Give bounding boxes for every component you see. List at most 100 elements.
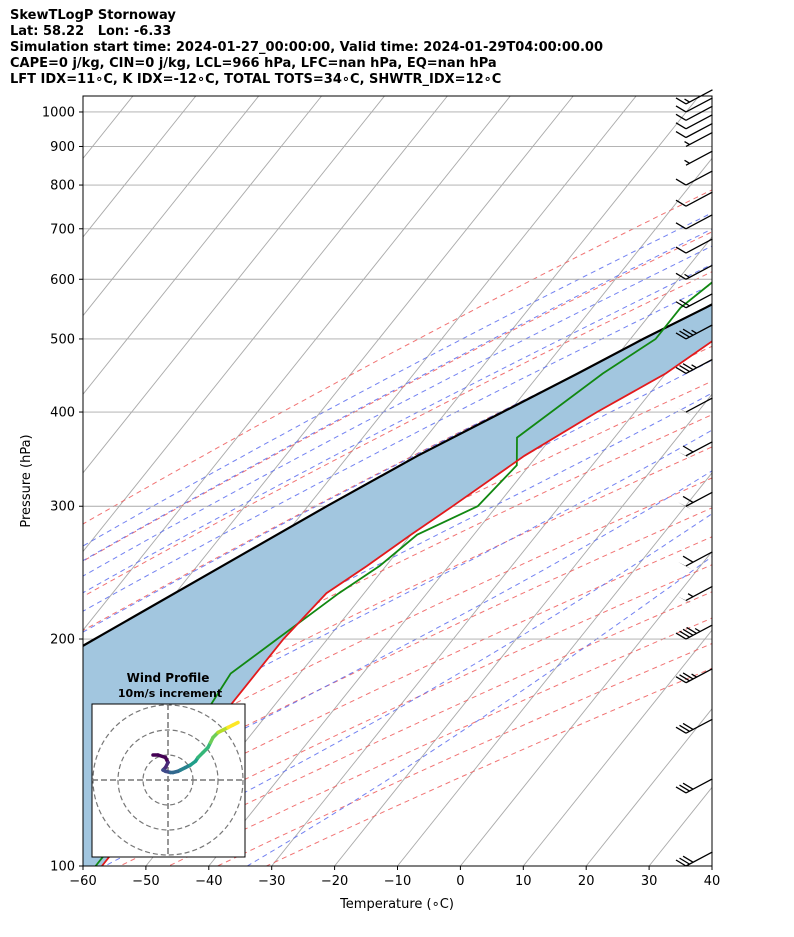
moist-adiabat-line — [83, 228, 712, 562]
temperature-profile-line — [101, 340, 712, 866]
wind-barb-full — [675, 366, 687, 375]
x-tick-label: −50 — [132, 874, 159, 889]
wind-barb-full — [682, 722, 694, 731]
wind-barb — [675, 264, 713, 280]
wind-barb-staff — [685, 238, 713, 254]
wind-barb-staff — [685, 150, 713, 166]
location-line: Lat: 58.22 Lon: -6.33 — [10, 24, 172, 39]
wind-barb-staff — [685, 358, 713, 375]
isotherm-line — [208, 236, 712, 866]
wind-barb-full — [675, 178, 687, 186]
wind-barb-staff — [685, 97, 713, 113]
moist-adiabat-line — [83, 429, 712, 761]
wind-barb-half — [684, 141, 690, 146]
wind-barb-full — [679, 299, 690, 307]
wind-barb — [675, 358, 713, 375]
x-tick-label: 0 — [456, 874, 464, 889]
wind-barb-half — [684, 159, 690, 164]
wind-barb-full — [679, 674, 690, 682]
x-tick-label: −30 — [258, 874, 285, 889]
wind-barb-full — [679, 724, 690, 732]
wind-barb — [675, 624, 713, 640]
wind-barb-half — [694, 627, 701, 633]
wind-barb — [678, 585, 713, 604]
x-tick-label: 40 — [704, 874, 721, 889]
index-line: LFT IDX=11∘C, K IDX=-12∘C, TOTAL TOTS=34… — [10, 72, 502, 87]
wind-barb-staff — [685, 105, 713, 121]
wind-barb-half — [684, 98, 690, 103]
wind-barb — [675, 851, 713, 867]
y-axis-label: Pressure (hPa) — [19, 434, 34, 527]
x-tick-label: 30 — [641, 874, 658, 889]
moist-adiabat-line — [83, 392, 712, 720]
y-tick-label: 500 — [50, 332, 75, 347]
wind-barb-pennant — [678, 596, 691, 604]
wind-barb-half — [691, 329, 697, 334]
wind-barb-staff — [685, 214, 713, 230]
wind-barb-full — [679, 330, 690, 338]
isotherm-line — [0, 96, 70, 866]
wind-barb-full — [675, 676, 687, 684]
isotherm-line — [83, 96, 511, 631]
wind-barb-staff — [685, 551, 713, 567]
y-tick-label: 200 — [50, 633, 75, 648]
parcel-profile-line — [83, 303, 712, 648]
isotherm-line — [460, 550, 712, 866]
wind-barb-staff — [685, 293, 713, 309]
wind-barb — [678, 397, 713, 416]
wind-barb-staff — [685, 89, 713, 105]
moist-adiabat-line — [104, 513, 712, 866]
wind-barb-full — [682, 555, 694, 563]
wind-barb — [675, 324, 713, 340]
y-tick-label: 700 — [50, 222, 75, 237]
chart-title: SkewTLogP Stornoway — [10, 8, 176, 23]
isotherm-line — [271, 314, 712, 866]
isotherm-line — [648, 786, 712, 866]
y-tick-label: 1000 — [42, 105, 75, 120]
wind-barb-full — [675, 859, 687, 867]
wind-barb-full — [675, 272, 687, 280]
wind-barb-full — [675, 105, 687, 113]
moist-adiabat-line — [83, 212, 712, 547]
wind-barb — [675, 122, 713, 139]
wind-barb-staff — [685, 131, 713, 148]
wind-barb-staff — [685, 441, 713, 457]
y-tick-label: 600 — [50, 273, 75, 288]
wind-barb-full — [675, 199, 687, 207]
isotherm-line — [522, 629, 712, 866]
x-tick-label: −40 — [195, 874, 222, 889]
wind-barb-staff — [685, 264, 713, 280]
chart-header: SkewTLogP Stornoway Lat: 58.22 Lon: -6.3… — [10, 8, 603, 88]
isotherm-line — [83, 96, 322, 395]
x-tick-label: 20 — [578, 874, 595, 889]
wind-barb-full — [675, 113, 687, 121]
hodograph-segment — [231, 720, 240, 727]
y-tick-label: 100 — [50, 860, 75, 875]
isotherm-line — [83, 96, 197, 238]
y-tick-label: 900 — [50, 140, 75, 155]
wind-barb-pennant — [678, 502, 691, 510]
dry-adiabat-line — [266, 667, 712, 866]
wind-barb-full — [675, 97, 687, 105]
wind-barb-full — [675, 632, 687, 640]
isotherm-line — [83, 96, 448, 553]
y-tick-label: 300 — [50, 500, 75, 515]
wind-barb-full — [679, 784, 690, 792]
wind-barb-staff — [685, 122, 713, 139]
wind-barb-pennant — [678, 561, 691, 569]
wind-barb-full — [682, 495, 694, 504]
wind-barb-full — [679, 630, 690, 638]
wind-barb-full — [675, 786, 687, 794]
wind-barb-staff — [685, 668, 713, 684]
wind-barb-staff — [685, 491, 713, 507]
hodograph-title: Wind Profile — [127, 671, 210, 685]
wind-barb-full — [675, 222, 687, 230]
y-tick-label: 800 — [50, 179, 75, 194]
isotherm-line — [83, 96, 574, 710]
wind-barb — [675, 170, 713, 186]
wind-barb — [675, 191, 713, 207]
isotherm-line — [83, 96, 385, 474]
wind-barb-full — [682, 855, 694, 863]
wind-barb — [684, 131, 713, 148]
dewpoint-profile-line — [94, 281, 712, 866]
